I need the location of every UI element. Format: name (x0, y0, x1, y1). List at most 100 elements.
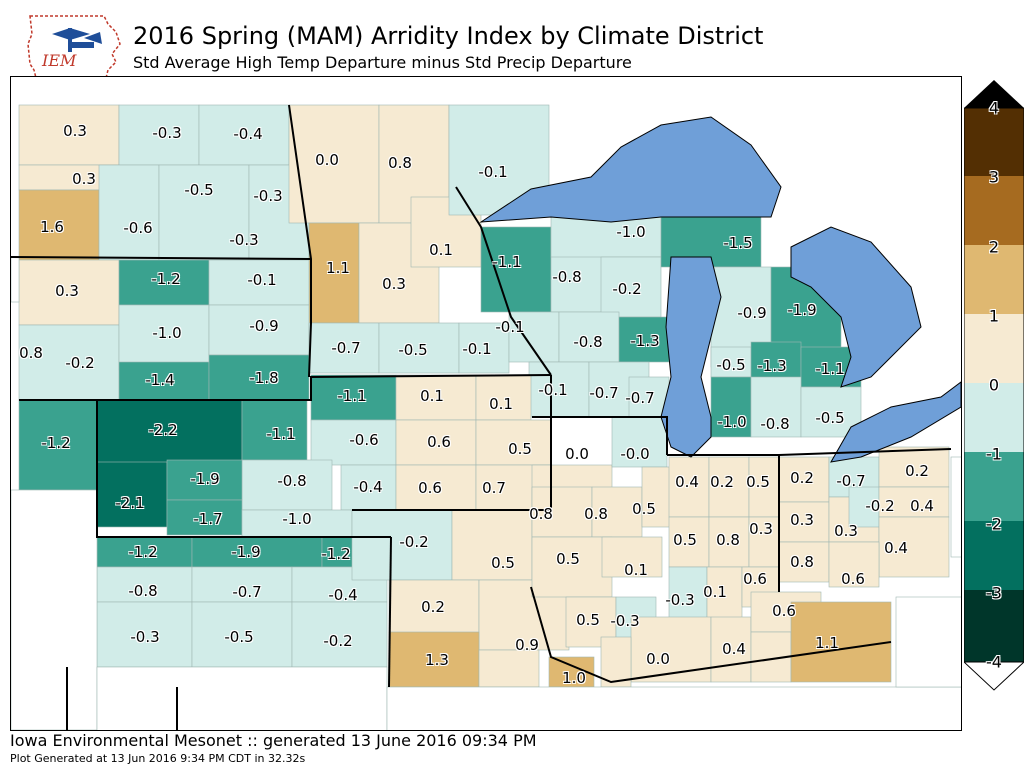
district-value-label: -0.5 (398, 341, 428, 359)
district-value-label: -0.1 (538, 381, 568, 399)
district-value-label: 0.4 (675, 473, 699, 491)
district-value-label: -0.3 (610, 612, 640, 630)
colorbar-tick-label: 0 (988, 375, 1000, 395)
district-value-label: -0.3 (665, 591, 695, 609)
district-value-label: -0.2 (865, 497, 895, 515)
district-value-label: 0.8 (529, 505, 553, 523)
district-value-label: 0.2 (710, 473, 734, 491)
district-value-label: 0.8 (584, 505, 608, 523)
district-value-label: -1.9 (231, 543, 261, 561)
district-value-label: -0.4 (233, 125, 263, 143)
district-value-label: -0.6 (349, 431, 379, 449)
district-value-label: 0.3 (749, 520, 773, 538)
district-value-label: -1.7 (193, 510, 223, 528)
district-value-label: -0.1 (247, 271, 277, 289)
colorbar-tick-label: 3 (988, 167, 1000, 187)
district-value-label: 0.3 (72, 170, 96, 188)
district-value-label: -0.1 (462, 340, 492, 358)
district-value-label: -1.0 (717, 413, 747, 431)
district-value-label: 0.4 (722, 640, 746, 658)
district-value-label: -0.2 (612, 280, 642, 298)
district-value-label: -1.2 (151, 270, 181, 288)
colorbar-bin (964, 176, 1024, 245)
district-value-label: -0.8 (760, 415, 790, 433)
district-value-label: -0.7 (589, 384, 619, 402)
district-value-label: 0.0 (315, 151, 339, 169)
colorbar-tick-label: -2 (986, 514, 1002, 533)
district-value-label: -0.3 (130, 628, 160, 646)
district-value-label: 0.5 (491, 554, 515, 572)
colorbar-bin (964, 108, 1024, 176)
district-value-label: 0.5 (673, 531, 697, 549)
district-value-label: -0.7 (836, 472, 866, 490)
district-value-label: 0.5 (632, 500, 656, 518)
district-value-label: -0.5 (716, 356, 746, 374)
district-value-label: 0.3 (790, 511, 814, 529)
district-value-label: 0.6 (772, 602, 796, 620)
colorbar-tick-label: -4 (986, 652, 1002, 672)
district-value-label: 0.6 (743, 570, 767, 588)
district-value-label: -0.0 (620, 445, 650, 463)
colorbar-bin (964, 590, 1024, 662)
district-value-label: -1.9 (787, 301, 817, 319)
footer-source: Iowa Environmental Mesonet :: generated … (10, 731, 537, 750)
district-value-label: 0.3 (382, 275, 406, 293)
district-value-label: 0.4 (910, 497, 934, 515)
district-value-label: -0.7 (625, 389, 655, 407)
district-value-label: 0.8 (388, 154, 412, 172)
colorbar-tick-label: -3 (986, 583, 1002, 603)
map-canvas (11, 104, 961, 730)
colorbar-bin (964, 314, 1024, 383)
district-value-label: 0.8 (790, 553, 814, 571)
district-value-label: 0.8 (716, 531, 740, 549)
district-value-label: 0.2 (790, 469, 814, 487)
lake-superior (479, 116, 782, 223)
district-value-label: -1.1 (266, 425, 296, 443)
district-value-label: -0.8 (573, 333, 603, 351)
district-value-label: -0.5 (815, 409, 845, 427)
district-value-label: -0.3 (253, 187, 283, 205)
district-value-label: -2.1 (115, 494, 145, 512)
district-value-label: -1.2 (41, 434, 71, 452)
district-value-label: -0.8 (277, 472, 307, 490)
lake-huron (790, 226, 922, 388)
district-value-label: 0.1 (703, 583, 727, 601)
district-value-label: 0.6 (841, 570, 865, 588)
district-value-label: 0.9 (515, 636, 539, 654)
colorbar-bin (964, 452, 1024, 521)
logo-text: IEM (41, 51, 77, 70)
colorbar-tick-label: -1 (986, 444, 1002, 464)
map-panel (10, 76, 962, 731)
district-value-label: 0.2 (421, 598, 445, 616)
district-value-label: -0.1 (478, 163, 508, 181)
district-value-label: -0.2 (399, 533, 429, 551)
colorbar-bin (964, 521, 1024, 590)
district-value-label: 0.7 (482, 479, 506, 497)
district-value-label: -0.4 (328, 586, 358, 604)
district-value-label: 0.5 (508, 440, 532, 458)
colorbar-tick-label: 4 (988, 98, 1000, 118)
district-value-label: -1.0 (152, 324, 182, 342)
district-value-label: 0.3 (55, 282, 79, 300)
district-value-label: 0.1 (489, 395, 513, 413)
district-value-label: -1.9 (190, 470, 220, 488)
district-value-label: 0.0 (565, 445, 589, 463)
district-value-label: 0.0 (646, 650, 670, 668)
district-value-label: -0.9 (249, 317, 279, 335)
chart-title: 2016 Spring (MAM) Arridity Index by Clim… (133, 22, 764, 50)
district-value-label: 0.5 (576, 611, 600, 629)
district-value-label: 0.5 (746, 473, 770, 491)
district-value-label: -1.8 (249, 369, 279, 387)
district-value-label: 0.6 (427, 433, 451, 451)
colorbar-max-arrow (964, 80, 1024, 108)
district-value-label: -1.1 (492, 253, 522, 271)
district-value-label: -1.1 (337, 387, 367, 405)
district-value-label: -1.4 (145, 371, 175, 389)
district-value-label: 0.1 (624, 561, 648, 579)
district-value-label: -0.5 (184, 181, 214, 199)
district-value-label: -2.2 (148, 421, 178, 439)
iem-logo: IEM (27, 15, 121, 79)
district-value-label: 0.3 (63, 122, 87, 140)
district-value-label: 0.6 (418, 479, 442, 497)
district-value-label: 0.5 (556, 550, 580, 568)
